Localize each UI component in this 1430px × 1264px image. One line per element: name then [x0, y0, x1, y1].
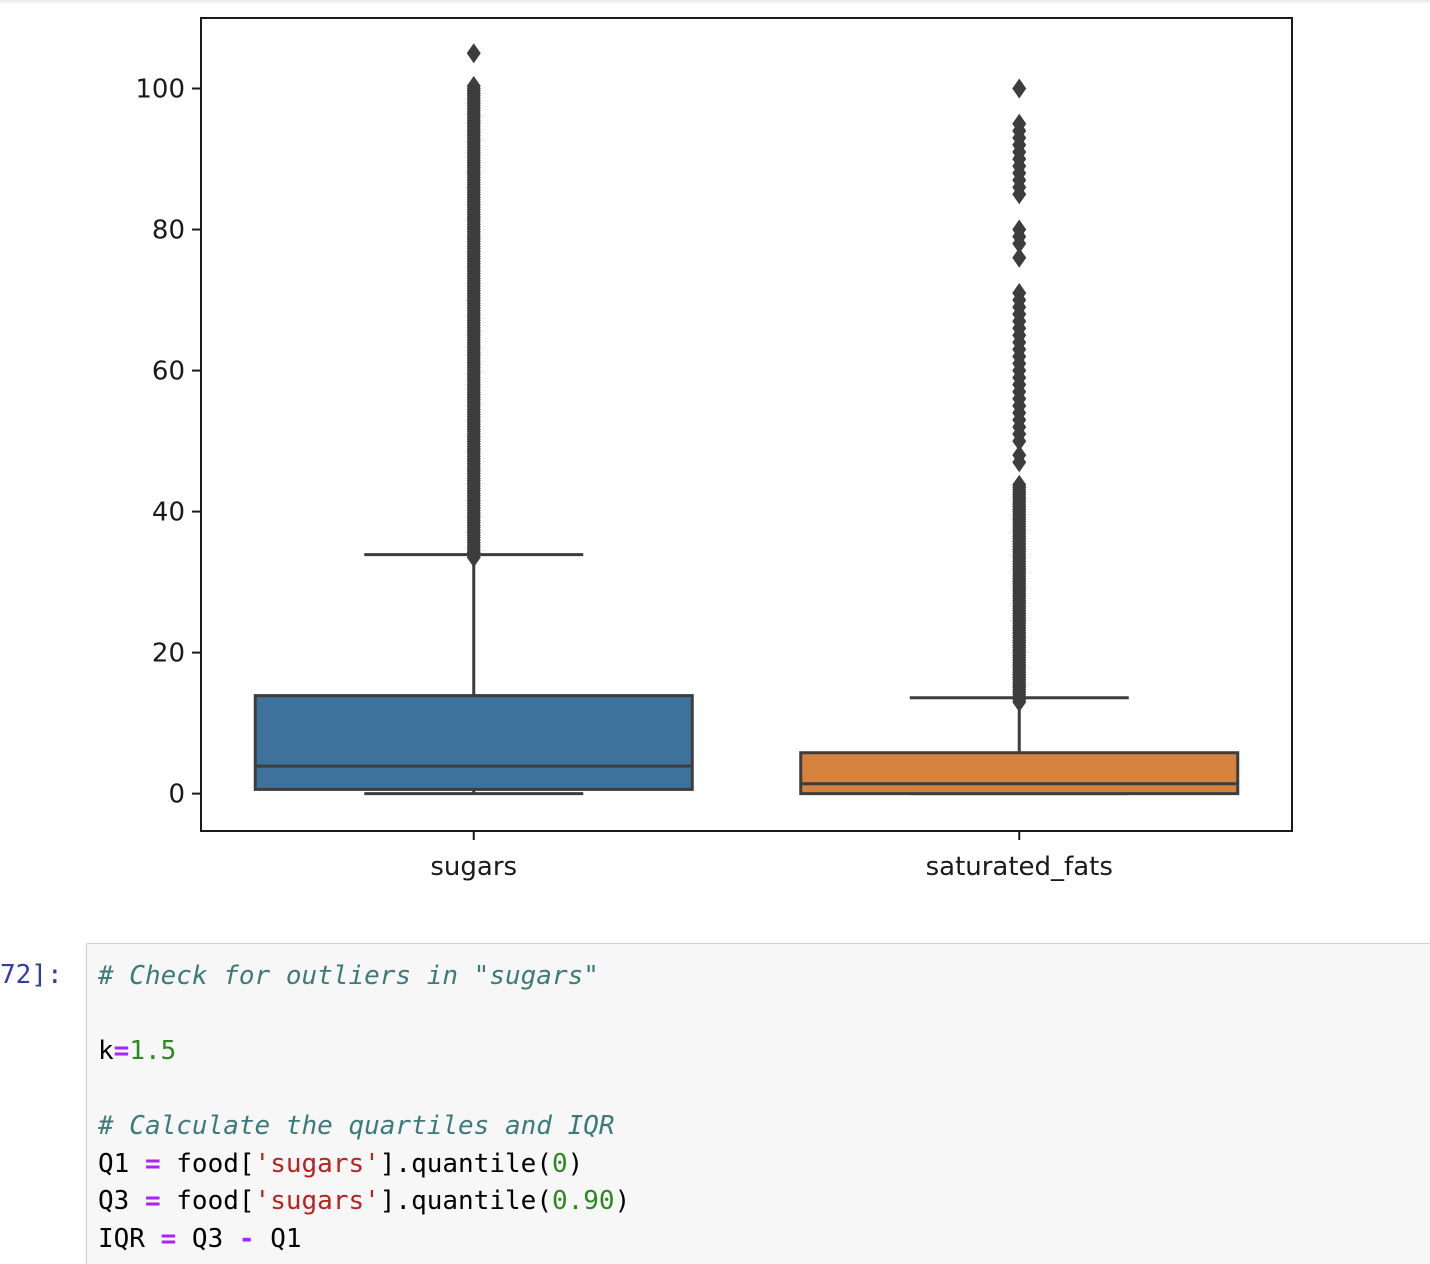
code-token-comment: # Calculate the quartiles and IQR	[98, 1111, 615, 1141]
code-token-plain: Q3	[176, 1223, 239, 1254]
outlier-point	[466, 76, 481, 97]
code-line	[98, 1071, 630, 1109]
x-tick-label: sugars	[430, 852, 517, 882]
iqr-box	[253, 694, 694, 791]
code-text[interactable]: # Check for outliers in "sugars" k=1.5 # C…	[98, 958, 630, 1258]
y-tick-label: 0	[168, 780, 185, 810]
code-token-comment: # Check for outliers in "sugars"	[98, 961, 599, 991]
code-line	[98, 996, 630, 1034]
outlier-point	[466, 43, 481, 64]
code-token-plain: food[	[160, 1186, 255, 1216]
code-token-op: =	[144, 1186, 161, 1216]
code-line: IQR = Q3 - Q1	[98, 1221, 630, 1259]
y-tick-label: 60	[152, 357, 185, 387]
code-cell-editor[interactable]: # Check for outliers in "sugars" k=1.5 # C…	[86, 943, 1430, 1264]
outlier-point	[1012, 431, 1027, 452]
code-token-str: 'sugars'	[254, 1186, 380, 1216]
outlier-point	[1012, 474, 1027, 495]
outlier-point	[1012, 247, 1027, 268]
outlier-point	[1012, 233, 1027, 254]
notebook-top-edge	[0, 0, 1430, 4]
boxplot-chart: 0 20 40 60 80 100 sugars saturated_fats	[135, 17, 1293, 882]
code-token-str: 'sugars'	[254, 1148, 380, 1179]
code-line: # Calculate the quartiles and IQR	[98, 1108, 630, 1146]
code-token-num: 0	[551, 1148, 568, 1179]
code-token-op: =	[144, 1148, 161, 1179]
code-token-plain: ].quantile(	[379, 1148, 552, 1179]
box-sugars	[253, 43, 694, 796]
code-token-op: =	[113, 1036, 130, 1066]
box-saturated_fats	[799, 78, 1240, 796]
y-tick-label: 100	[135, 75, 185, 105]
cell-prompt: 72]:	[0, 960, 63, 990]
outlier-point	[1012, 184, 1027, 205]
outlier-point	[1012, 452, 1027, 473]
code-token-op: =	[160, 1223, 177, 1254]
code-token-plain: )	[567, 1148, 584, 1179]
code-token-plain: )	[614, 1186, 631, 1216]
code-token-plain: ].quantile(	[379, 1186, 552, 1216]
cell-output-area: 0 20 40 60 80 100 sugars saturated_fats	[135, 17, 1293, 882]
code-token-num: 0.90	[551, 1186, 615, 1216]
outlier-point	[1012, 78, 1027, 99]
x-tick-label: saturated_fats	[926, 852, 1113, 882]
iqr-box	[799, 751, 1240, 796]
y-tick-label: 20	[152, 639, 185, 669]
code-token-num: 1.5	[129, 1036, 177, 1066]
code-line: Q3 = food['sugars'].quantile(0.90)	[98, 1183, 630, 1221]
code-token-plain: Q1	[98, 1148, 145, 1179]
code-line: # Check for outliers in "sugars"	[98, 958, 630, 996]
code-line: Q1 = food['sugars'].quantile(0)	[98, 1146, 630, 1184]
y-tick-label: 40	[152, 498, 185, 528]
code-token-plain: IQR	[98, 1223, 161, 1254]
code-token-plain: k	[98, 1036, 114, 1066]
code-token-plain: food[	[160, 1148, 255, 1179]
code-token-op: -	[238, 1223, 255, 1254]
code-token-plain: Q3	[98, 1186, 145, 1216]
code-token-plain: Q1	[254, 1223, 302, 1254]
y-tick-label: 80	[152, 216, 185, 246]
code-line: k=1.5	[98, 1033, 630, 1071]
